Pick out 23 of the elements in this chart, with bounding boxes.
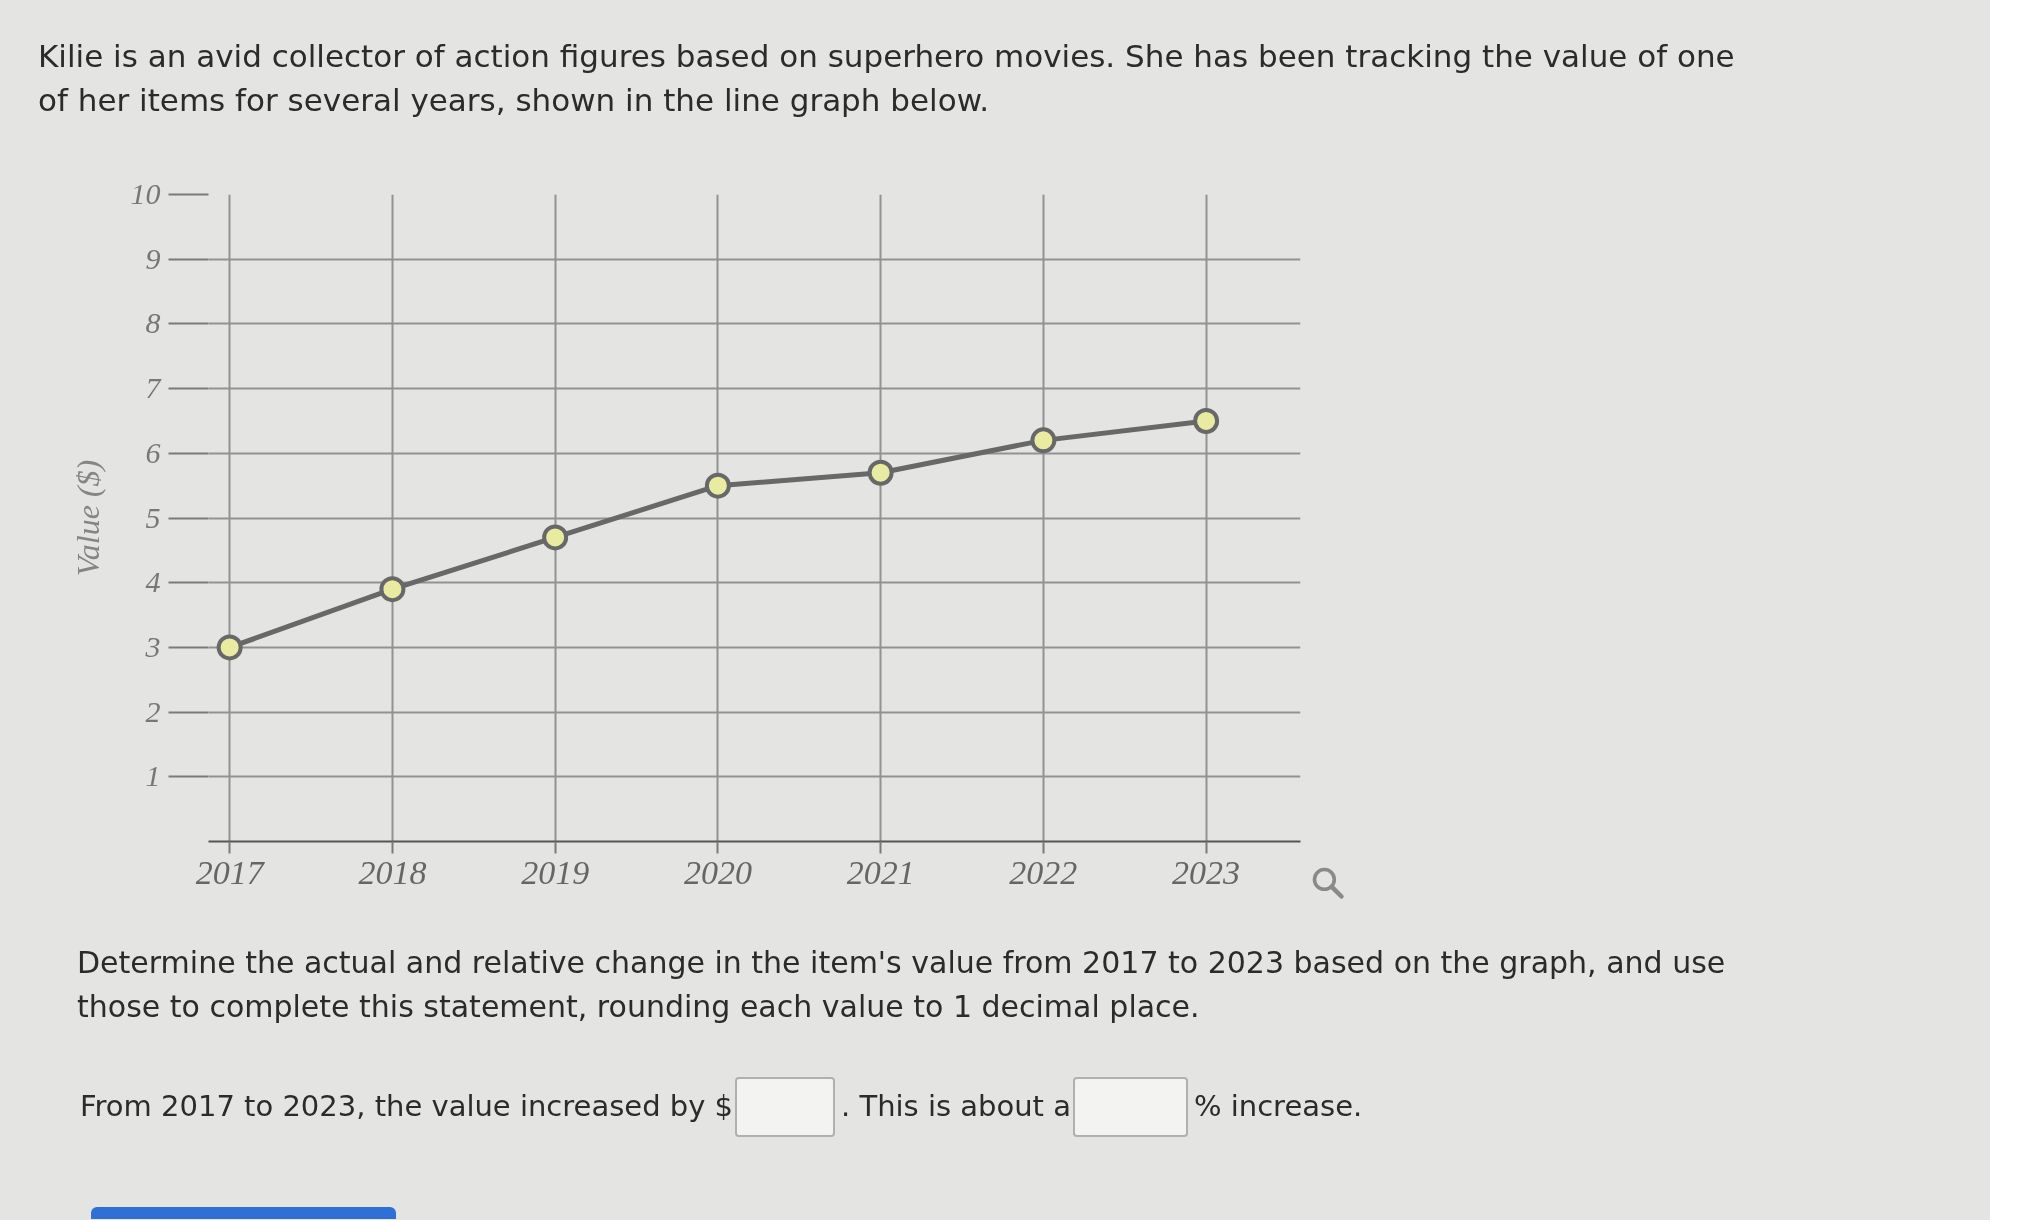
x-tick-label: 2020 [683,853,752,891]
y-tick-label: 8 [145,306,161,340]
text: Determine the actual and relative change in the item's value from 2017 to 2023 based on the graph, and use those to complete this statement, rounding each value to 1 decimal place. [76,944,1727,1026]
chart-title: Kilie is an avid collector of action figures based on superhero movies. She has been tracking the value of one of her items for several years, shown in the line graph below. [37,37,1736,120]
text: From 2017 to 2023, the value increased by $ [80,1088,733,1126]
x-tick-label: 2021 [846,853,915,891]
y-tick-label: 2 [145,694,161,728]
y-tick-label: 1 [145,759,161,793]
text: . This is about a [841,1088,1071,1126]
text: % increase. [1193,1088,1363,1126]
y-tick-label: 5 [145,500,161,534]
x-tick-label: 2018 [358,853,427,891]
y-tick-label: 9 [145,241,161,275]
y-tick-label: 10 [130,177,161,210]
x-tick-label: 2023 [1172,853,1241,891]
y-tick-label: 7 [145,371,163,405]
x-tick-label: 2019 [521,853,590,891]
y-tick-label: 6 [145,435,161,469]
x-tick-label: 2022 [1009,853,1078,891]
y-tick-label: 4 [145,565,161,599]
x-tick-label: 2017 [195,853,266,891]
y-axis-title: Value ($) [69,459,106,577]
y-tick-label: 3 [144,629,161,663]
